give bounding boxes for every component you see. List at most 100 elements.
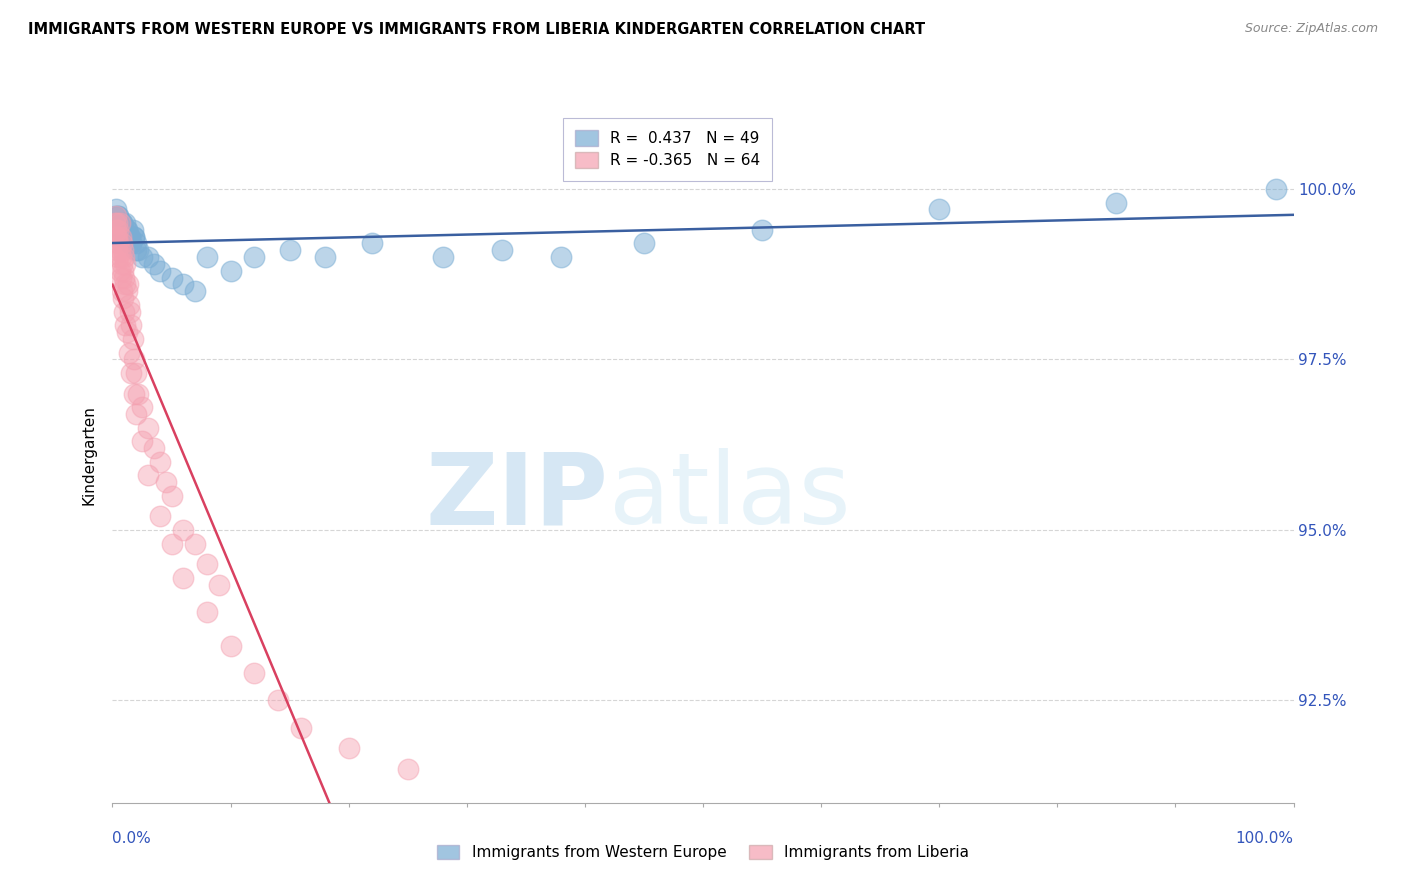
Point [112,250,135,264]
Point [142,441,165,455]
Point [160,489,183,503]
Point [114,216,136,230]
Point [112,244,135,258]
Point [149,509,172,524]
Point [115,325,138,339]
Point [160,270,183,285]
Text: 100.0%: 100.0% [1236,831,1294,846]
Point [105,202,128,217]
Point [172,277,194,292]
Point [125,407,148,421]
Point [290,721,312,735]
Point [118,345,141,359]
Point [115,223,138,237]
Point [112,229,135,244]
Point [105,216,128,230]
Point [120,229,142,244]
Point [110,223,132,237]
Point [751,223,773,237]
Point [111,216,134,230]
Point [136,468,159,483]
Legend: Immigrants from Western Europe, Immigrants from Liberia: Immigrants from Western Europe, Immigran… [430,839,976,866]
Point [110,250,132,264]
Point [149,264,172,278]
Point [928,202,950,217]
Point [114,318,136,333]
Point [107,223,129,237]
Point [111,216,134,230]
Point [120,304,142,318]
Point [172,571,194,585]
Point [125,244,148,258]
Point [149,455,172,469]
Point [314,250,336,264]
Point [121,223,143,237]
Point [112,270,135,285]
Point [105,216,128,230]
Point [195,250,218,264]
Point [107,236,129,251]
Point [105,223,128,237]
Point [337,741,360,756]
Point [111,284,134,298]
Point [396,762,419,776]
Point [107,209,129,223]
Text: 0.0%: 0.0% [112,831,152,846]
Point [122,352,145,367]
Legend: R =  0.437   N = 49, R = -0.365   N = 64: R = 0.437 N = 49, R = -0.365 N = 64 [562,118,772,181]
Point [131,434,153,449]
Point [108,216,131,230]
Point [195,605,218,619]
Point [172,523,194,537]
Point [136,250,159,264]
Point [122,229,145,244]
Point [112,291,135,305]
Point [432,250,454,264]
Point [118,229,141,244]
Point [155,475,177,490]
Point [120,366,142,380]
Point [219,639,242,653]
Point [105,229,128,244]
Point [115,284,138,298]
Point [633,236,655,251]
Point [105,229,128,244]
Y-axis label: Kindergarten: Kindergarten [82,405,97,505]
Point [1264,182,1286,196]
Point [114,277,136,292]
Point [117,277,139,292]
Point [108,216,131,230]
Point [122,386,145,401]
Point [121,332,143,346]
Point [127,386,149,401]
Point [117,229,139,244]
Point [120,236,142,251]
Text: ZIP: ZIP [426,448,609,545]
Point [243,250,266,264]
Point [112,229,135,244]
Point [111,257,134,271]
Point [131,400,153,414]
Point [107,209,129,223]
Point [107,250,129,264]
Point [1105,195,1128,210]
Text: IMMIGRANTS FROM WESTERN EUROPE VS IMMIGRANTS FROM LIBERIA KINDERGARTEN CORRELATI: IMMIGRANTS FROM WESTERN EUROPE VS IMMIGR… [28,22,925,37]
Point [108,223,131,237]
Point [550,250,572,264]
Point [491,244,513,258]
Point [110,270,132,285]
Point [122,229,145,244]
Point [208,577,231,591]
Point [115,223,138,237]
Text: Source: ZipAtlas.com: Source: ZipAtlas.com [1244,22,1378,36]
Point [112,304,135,318]
Text: atlas: atlas [609,448,851,545]
Point [127,244,149,258]
Point [142,257,165,271]
Point [184,284,207,298]
Point [105,209,128,223]
Point [110,229,132,244]
Point [278,244,301,258]
Point [104,216,127,230]
Point [108,244,131,258]
